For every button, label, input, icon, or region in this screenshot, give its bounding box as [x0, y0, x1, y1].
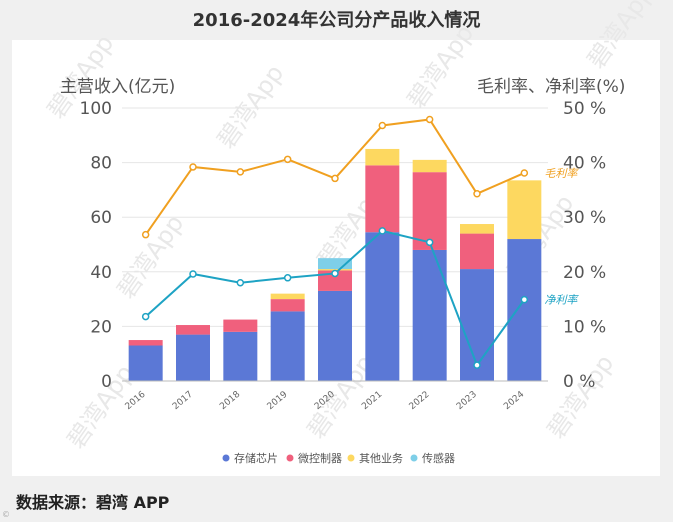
chart-panel: [12, 40, 660, 476]
legend-marker: [222, 454, 230, 462]
line-point: [331, 269, 339, 278]
y-right-tick-label: 30 %: [563, 208, 606, 228]
bar-segment: [412, 172, 447, 250]
bar-segment: [176, 325, 210, 335]
bar-segment: [223, 319, 258, 332]
bar-segment: [128, 345, 163, 381]
x-tick-label: 2022: [408, 390, 432, 412]
y-left-tick-label: 100: [80, 99, 112, 119]
line-point: [283, 155, 292, 164]
line-point: [425, 115, 434, 124]
bar-segment: [507, 180, 542, 240]
y-right-tick-label: 40 %: [563, 154, 606, 174]
y-right-tick-label: 0 %: [563, 372, 595, 392]
bar-segment: [176, 334, 210, 381]
line-point: [378, 121, 387, 130]
y-right-tick-label: 10 %: [563, 317, 606, 337]
bar-segment: [460, 233, 494, 270]
y-left-axis-title: 主营收入(亿元): [60, 77, 175, 97]
line-point: [425, 238, 434, 247]
bar-segment: [318, 290, 352, 381]
line-point: [283, 274, 292, 282]
bar-segment: [318, 258, 352, 270]
x-tick-label: 2023: [455, 390, 479, 412]
watermark-text: 碧湾App: [212, 60, 289, 154]
bar-segment: [270, 311, 305, 381]
bar-segment: [365, 232, 400, 381]
legend: 存储芯片 微控制器 其他业务 传感器: [222, 451, 455, 465]
y-left-tick-label: 0: [101, 372, 112, 392]
y-right-tick-label: 20 %: [563, 263, 606, 283]
y-left-tick-label: 60: [90, 208, 112, 228]
line-point: [473, 361, 481, 369]
line-point: [378, 227, 387, 235]
data-source: 数据来源：碧湾 APP: [16, 493, 170, 512]
bar-segment: [365, 165, 400, 233]
line-point: [331, 174, 339, 183]
bar-segment: [318, 270, 352, 291]
corner-mark: ©: [2, 510, 10, 519]
line-point: [189, 163, 197, 171]
bar-segment: [223, 331, 258, 381]
y-left-tick-label: 80: [90, 154, 112, 174]
line-point: [141, 312, 150, 321]
line-point: [189, 270, 197, 278]
legend-marker: [410, 454, 418, 462]
watermark-text: 碧湾App: [582, 0, 659, 73]
watermark-text: 碧湾App: [542, 350, 619, 444]
bar-segment: [270, 299, 305, 312]
legend-label: 存储芯片: [234, 451, 278, 465]
legend-marker: [347, 454, 355, 462]
x-tick-label: 2017: [171, 390, 195, 412]
bar-segment: [412, 249, 447, 381]
watermark-text: 碧湾App: [402, 20, 479, 114]
line-point: [236, 278, 245, 287]
x-tick-label: 2019: [266, 389, 290, 412]
y-left-tick-label: 20: [90, 317, 112, 337]
x-tick-label: 2018: [218, 389, 242, 412]
watermark-text: 碧湾App: [112, 210, 189, 304]
line-point: [520, 295, 529, 304]
bar-segment: [507, 239, 542, 381]
bar-segment: [270, 293, 305, 300]
bar-segment: [412, 159, 447, 173]
x-tick-label: 2021: [360, 390, 384, 412]
bar-segment: [128, 340, 163, 346]
y-left-tick-label: 40: [90, 263, 112, 283]
bar-segment: [365, 148, 400, 166]
legend-label: 其他业务: [359, 452, 403, 465]
line-label: 毛利率: [544, 167, 579, 180]
chart-title: 2016-2024年公司分产品收入情况: [192, 10, 481, 31]
bars: [128, 148, 542, 381]
legend-label: 传感器: [422, 452, 455, 465]
line-point: [473, 189, 481, 198]
line-point: [141, 230, 150, 239]
y-right-tick-label: 50 %: [563, 99, 606, 119]
line-point: [520, 169, 529, 177]
x-tick-label: 2024: [502, 389, 526, 412]
line-label: 净利率: [544, 294, 579, 307]
legend-label: 微控制器: [298, 451, 342, 465]
legend-marker: [286, 454, 294, 462]
line-point: [236, 168, 245, 176]
y-right-axis-title: 毛利率、净利率(%): [477, 77, 625, 97]
bar-segment: [460, 224, 494, 234]
